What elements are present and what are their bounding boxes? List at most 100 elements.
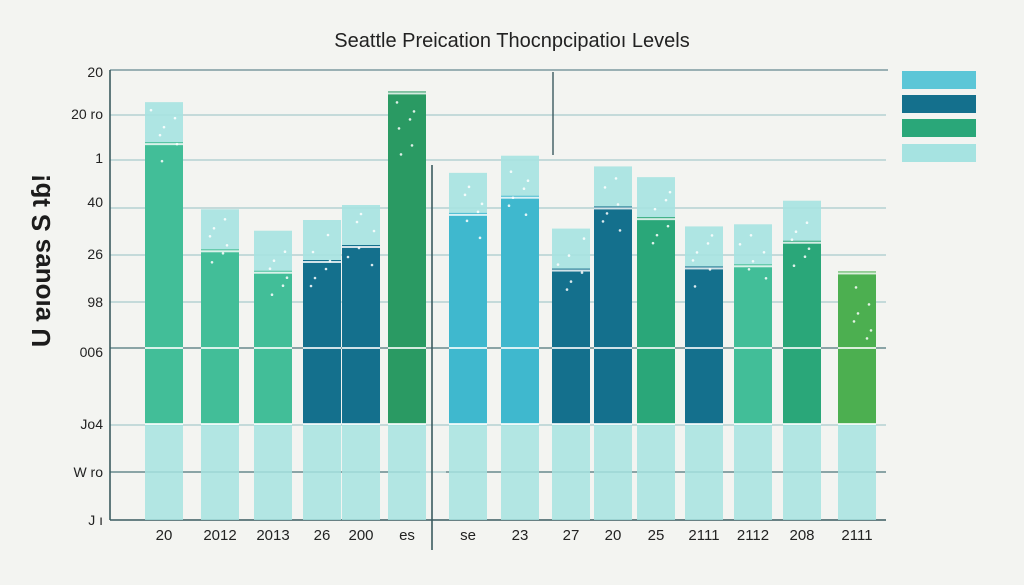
bar-speckle [268,267,272,271]
bar-base [552,424,590,520]
bar-speckle [522,187,526,191]
bar-speckle [653,207,657,211]
bar-speckle [618,229,622,232]
x-tick-label: 2112 [737,527,769,544]
bar-stripe [201,347,239,349]
bar-speckle [794,230,798,234]
bar-speckle [370,263,374,267]
bar-speckle [614,177,618,180]
bar-speckle [511,196,515,200]
bar-stripe [388,347,426,349]
bar-speckle [856,312,860,315]
bar-base [449,424,487,520]
bar-speckle [790,238,794,242]
legend-swatch [902,71,976,89]
bar-speckle [664,198,668,202]
bar-cap [449,172,487,213]
bar-speckle [710,234,714,237]
bar-speckle [223,217,227,221]
x-tick-label: 27 [563,527,580,544]
x-tick-label: 26 [314,527,331,544]
bar-speckle [309,284,313,288]
chart-title: Seattle Preication Thocnpcipatioı Levels [334,30,690,52]
bar-stripe [449,213,487,216]
bar-stripe [303,261,341,263]
y-tick-label: W ro [73,464,103,480]
bar-speckle [270,293,274,297]
bar-cap [145,102,183,143]
legend-swatch [902,119,976,137]
bar-speckle [326,233,330,237]
y-tick-label: Jo4 [80,416,103,432]
bar-speckle [582,237,586,240]
x-tick-label: 2111 [688,527,719,544]
bar-speckle [467,185,471,189]
bar-base [838,424,876,520]
bar-speckle [601,220,605,223]
bar-stripe [734,423,772,425]
bar-speckle [408,118,412,121]
bar-cap [594,166,632,207]
bar-speckle [225,243,229,247]
bar-cap [637,177,675,218]
legend-swatch [902,95,976,113]
y-tick-label: 40 [87,194,103,210]
bar [388,91,426,424]
bar-base [303,424,341,520]
bar-stripe [254,423,292,425]
bar [552,268,590,424]
bar-base [254,424,292,520]
bar-stripe [449,423,487,425]
bar-speckle [865,337,869,340]
x-tick-label: 25 [648,527,665,544]
bar-speckle [158,133,162,137]
bar-speckle [221,251,225,255]
bar-stripe [594,423,632,425]
bar-speckle [463,193,467,197]
bar-base [594,424,632,520]
bar-speckle [162,125,166,129]
bar [145,142,183,424]
x-tick-label: 2012 [203,527,236,544]
bar-cap [685,226,723,267]
bar-stripe [594,207,632,210]
bar-cap [201,209,239,250]
bar-stripe [342,246,380,248]
bar-base [145,424,183,520]
bar-speckle [149,108,153,112]
bar-speckle [706,242,710,245]
bar-speckle [807,247,811,251]
bar-speckle [208,234,212,238]
bar-speckle [210,260,214,264]
x-tick-label: es [399,527,415,544]
bar-speckle [311,250,315,254]
bar [637,217,675,424]
bar-stripe [838,423,876,425]
bar-speckle [399,153,403,156]
bar-speckle [395,101,399,104]
bar-speckle [283,250,287,254]
bar-speckle [173,116,177,120]
bar-speckle [693,285,697,288]
bar-speckle [313,276,317,280]
y-tick-label: J ı [88,512,103,528]
bar-stripe [501,347,539,349]
bar-stripe [838,347,876,349]
bar-stripe [734,347,772,349]
bar-cap [501,155,539,196]
bar [501,195,539,424]
bar-stripe [145,347,183,349]
bar-speckle [708,268,712,271]
bar-speckle [854,286,858,289]
bar [783,240,821,424]
bar-speckle [509,170,513,174]
bar-stripe [254,347,292,349]
bar-base [685,424,723,520]
bar-speckle [160,159,164,163]
legend-swatch [902,144,976,162]
bar-stripe [254,271,292,274]
bar-speckle [605,212,609,215]
bar-stripe [145,423,183,425]
bar-stripe [449,347,487,349]
